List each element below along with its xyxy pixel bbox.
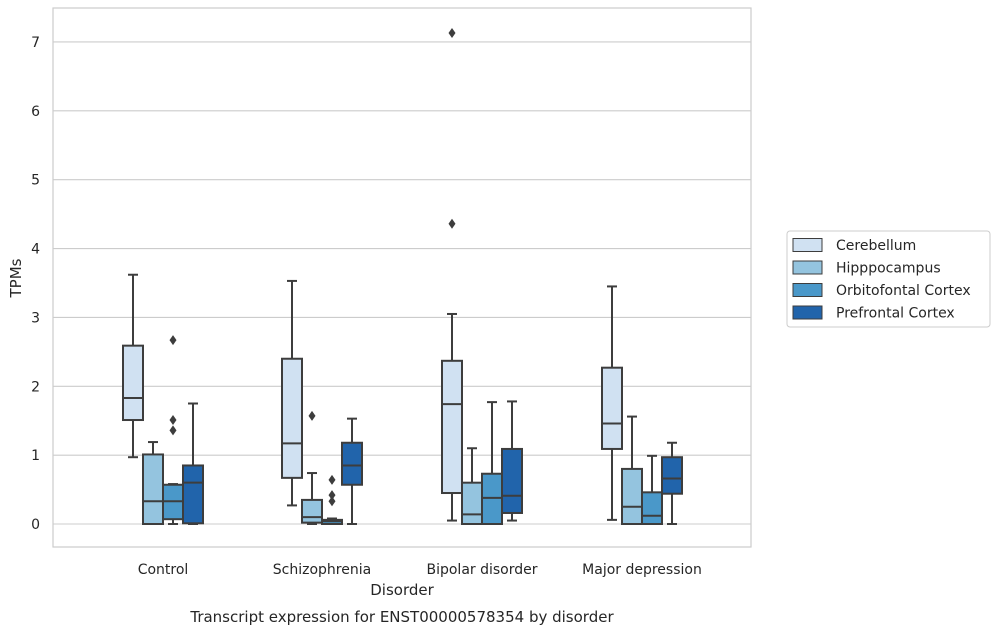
- y-axis-title: TPMs: [7, 258, 25, 298]
- legend-swatch: [792, 305, 823, 320]
- outlier-point: [308, 410, 316, 421]
- box-body: [661, 456, 683, 495]
- x-tick-label: Schizophrenia: [273, 562, 371, 578]
- y-tick-label: 0: [31, 517, 40, 533]
- box-2-0: [162, 335, 184, 525]
- box-body: [341, 441, 363, 486]
- box-2-1: [321, 474, 343, 526]
- box-1-2: [461, 447, 483, 525]
- x-tick-label: Control: [138, 562, 189, 578]
- legend-swatch: [792, 260, 823, 275]
- legend-label: Hipppocampus: [836, 261, 941, 277]
- plot-area-frame: [52, 7, 752, 548]
- chart-title: Transcript expression for ENST0000057835…: [189, 608, 614, 626]
- box-2-2: [481, 401, 503, 526]
- box-body: [481, 472, 503, 526]
- box-0-3: [601, 285, 623, 521]
- legend-frame: [786, 230, 991, 328]
- box-body: [641, 491, 663, 526]
- box-body: [441, 359, 463, 495]
- legend-label: Orbitofontal Cortex: [836, 283, 971, 299]
- y-tick-label: 3: [31, 310, 40, 326]
- outlier-point: [328, 490, 336, 501]
- box-3-1: [341, 417, 363, 525]
- legend-swatch: [792, 283, 823, 297]
- box-body: [501, 447, 523, 514]
- outlier-point: [328, 496, 336, 507]
- box-body: [122, 344, 144, 422]
- legend-swatch: [792, 238, 823, 252]
- box-body: [621, 467, 643, 525]
- box-body: [601, 366, 623, 450]
- legend-label: Prefrontal Cortex: [836, 306, 955, 322]
- box-0-0: [122, 273, 144, 459]
- legend-label: Cerebellum: [836, 238, 916, 254]
- outlier-point: [448, 218, 456, 229]
- box-3-3: [661, 441, 683, 525]
- box-1-0: [142, 441, 164, 525]
- box-body: [182, 464, 204, 525]
- box-body: [301, 498, 323, 524]
- box-1-1: [301, 410, 323, 525]
- outlier-point: [448, 28, 456, 39]
- y-tick-label: 1: [31, 448, 40, 464]
- y-tick-label: 4: [31, 242, 40, 258]
- y-tick-label: 2: [31, 379, 40, 395]
- box-0-2: [441, 28, 463, 522]
- legend: Cerebellum Hipppocampus Orbitofontal Corte…: [786, 230, 991, 328]
- x-tick-label: Bipolar disorder: [426, 562, 537, 578]
- outlier-point: [169, 425, 177, 436]
- y-tick-label: 7: [31, 35, 40, 51]
- box-body: [461, 481, 483, 525]
- boxes: [122, 28, 683, 526]
- outlier-point: [328, 474, 336, 485]
- y-tick-label: 5: [31, 173, 40, 189]
- tick-labels: 0 1 2 3 4 5 6 7 Control Schizophrenia Bipolar diso…: [31, 35, 702, 578]
- x-tick-label: Major depression: [582, 562, 702, 578]
- box-3-0: [182, 402, 204, 525]
- outlier-point: [169, 335, 177, 346]
- gridlines: [53, 41, 751, 525]
- box-1-3: [621, 415, 643, 525]
- box-body: [142, 453, 164, 525]
- outlier-point: [169, 415, 177, 426]
- box-3-2: [501, 400, 523, 522]
- box-body: [281, 357, 303, 479]
- box-2-3: [641, 454, 663, 526]
- box-0-1: [281, 279, 303, 507]
- x-axis-title: Disorder: [370, 581, 434, 599]
- y-tick-label: 6: [31, 104, 40, 120]
